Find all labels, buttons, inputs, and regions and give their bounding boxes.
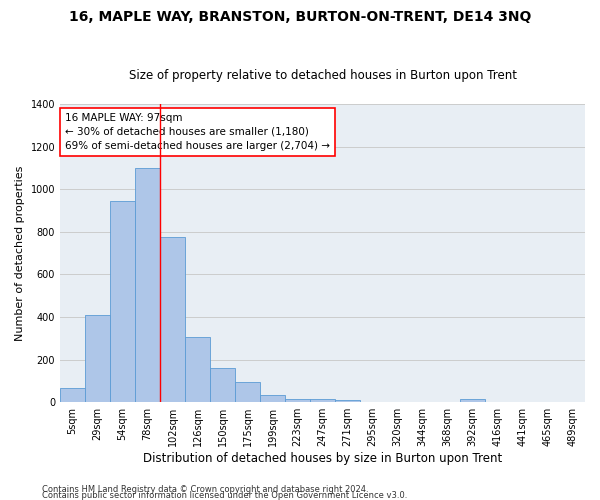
Bar	[310, 398, 335, 402]
Title: Size of property relative to detached houses in Burton upon Trent: Size of property relative to detached ho…	[128, 69, 517, 82]
X-axis label: Distribution of detached houses by size in Burton upon Trent: Distribution of detached houses by size …	[143, 452, 502, 465]
Bar	[335, 400, 360, 402]
Text: 16 MAPLE WAY: 97sqm
← 30% of detached houses are smaller (1,180)
69% of semi-det: 16 MAPLE WAY: 97sqm ← 30% of detached ho…	[65, 113, 330, 151]
Text: 16, MAPLE WAY, BRANSTON, BURTON-ON-TRENT, DE14 3NQ: 16, MAPLE WAY, BRANSTON, BURTON-ON-TRENT…	[69, 10, 531, 24]
Bar	[460, 399, 485, 402]
Bar	[185, 337, 210, 402]
Text: Contains HM Land Registry data © Crown copyright and database right 2024.: Contains HM Land Registry data © Crown c…	[42, 484, 368, 494]
Bar	[210, 368, 235, 402]
Text: Contains public sector information licensed under the Open Government Licence v3: Contains public sector information licen…	[42, 490, 407, 500]
Bar	[285, 398, 310, 402]
Bar	[135, 168, 160, 402]
Bar	[260, 395, 285, 402]
Bar	[235, 382, 260, 402]
Bar	[85, 315, 110, 402]
Bar	[110, 201, 135, 402]
Bar	[160, 237, 185, 402]
Bar	[60, 388, 85, 402]
Y-axis label: Number of detached properties: Number of detached properties	[15, 166, 25, 341]
